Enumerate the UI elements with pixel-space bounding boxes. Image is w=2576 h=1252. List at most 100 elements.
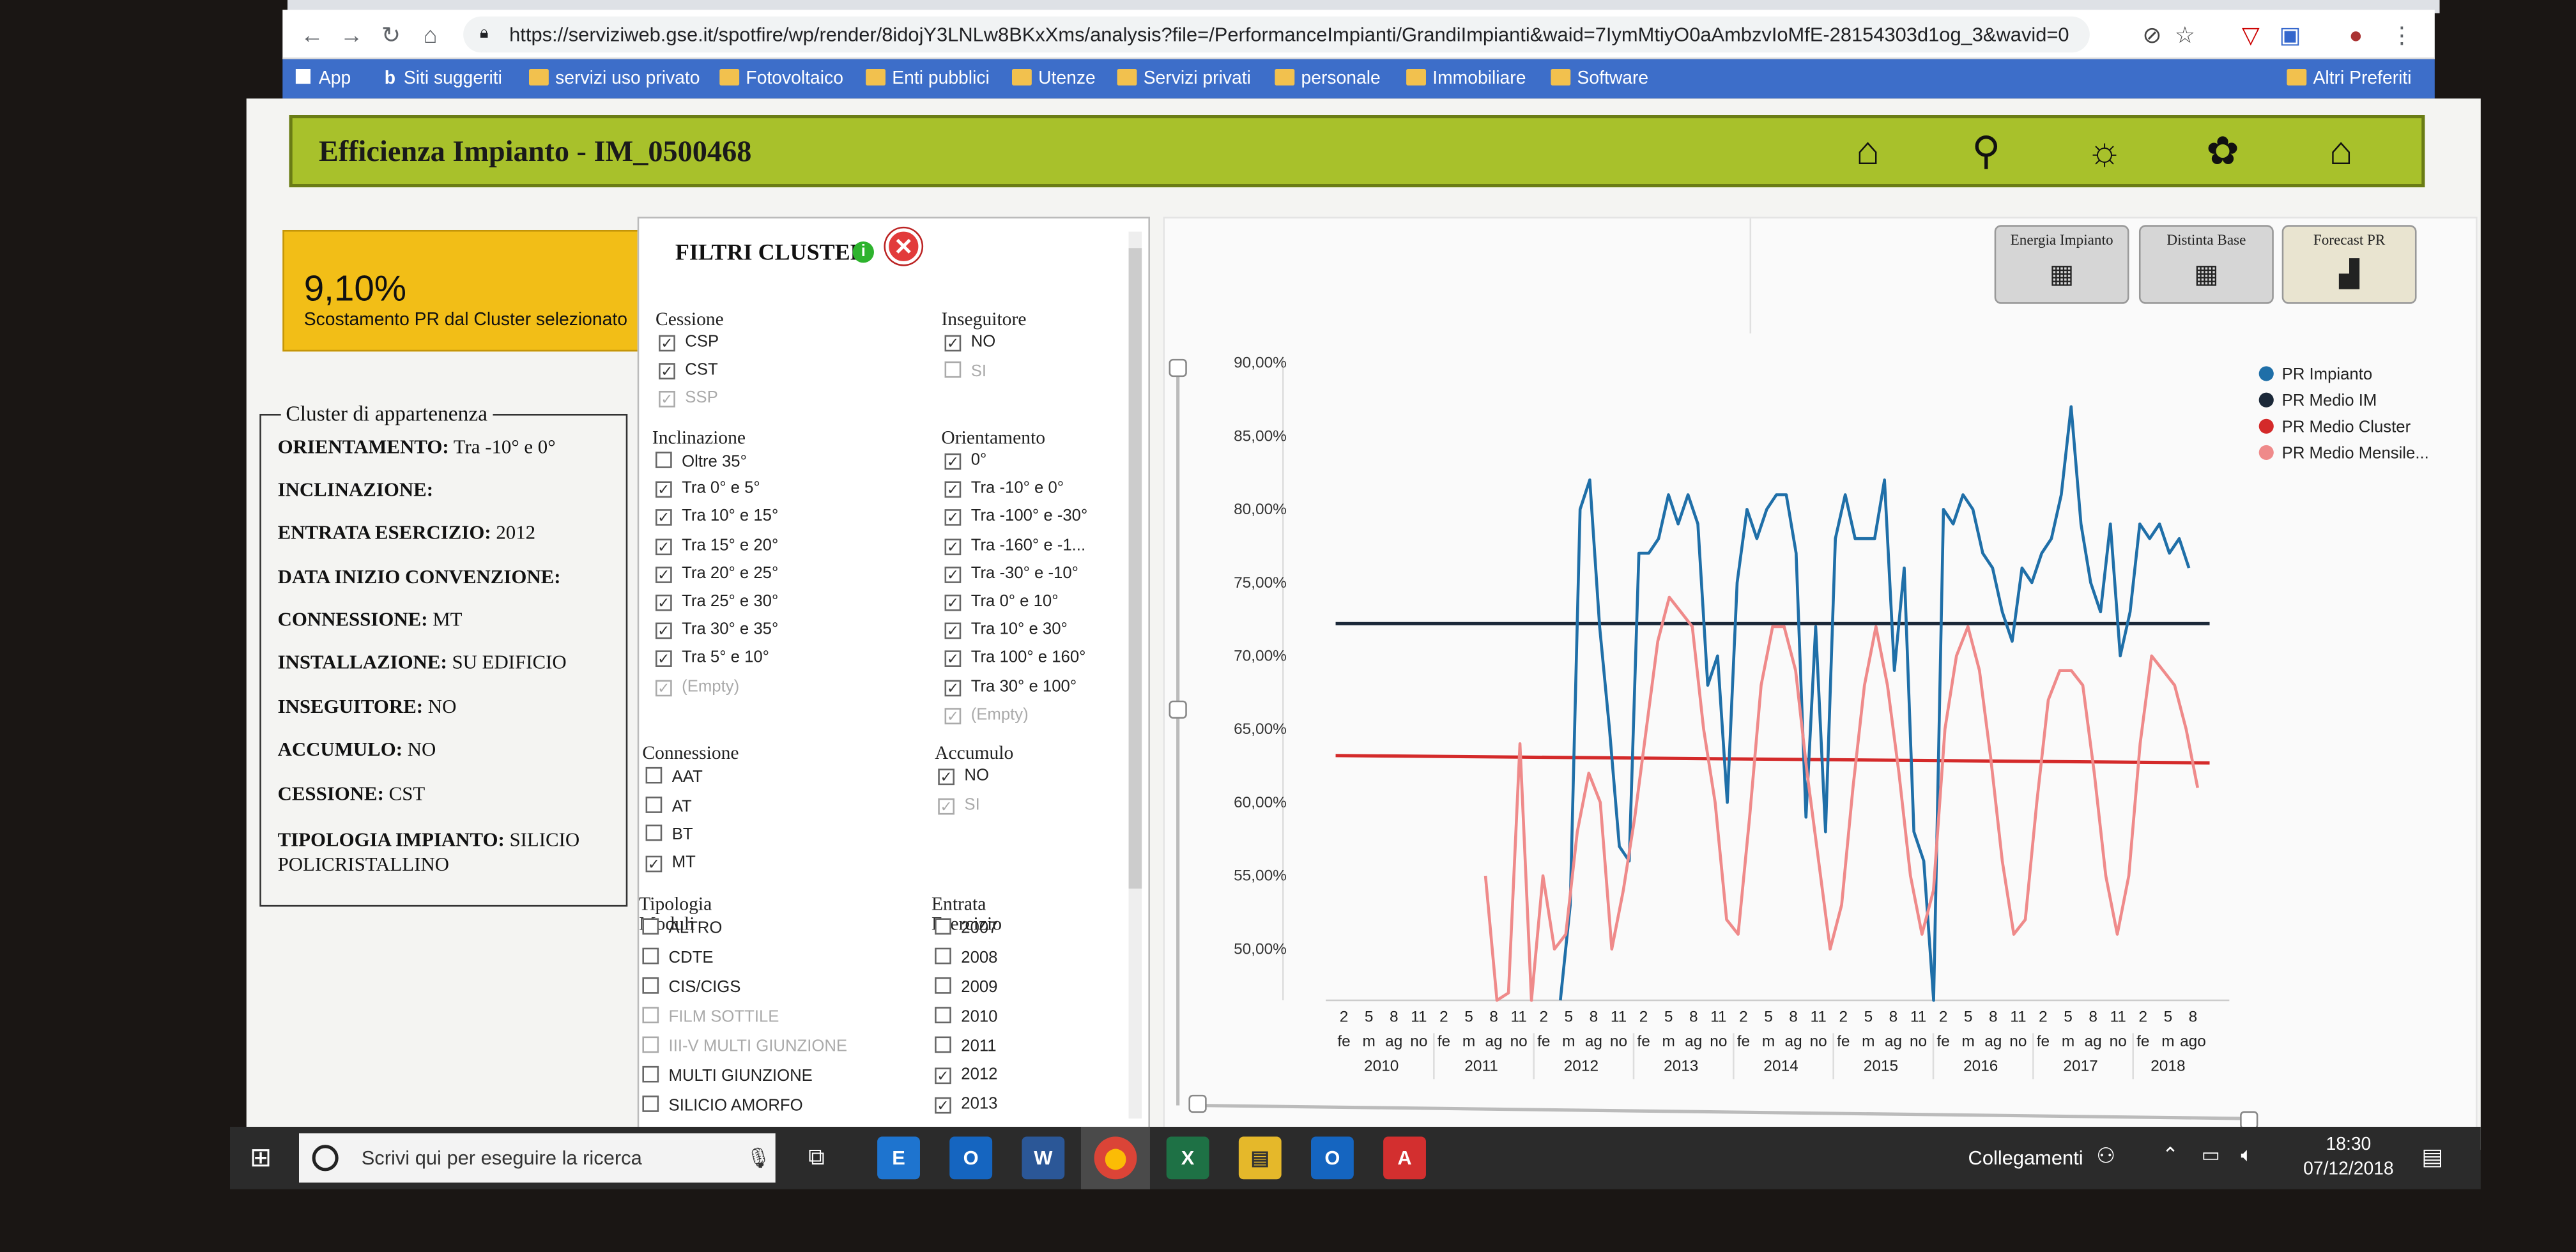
checked-icon[interactable]: ✓ <box>659 390 675 408</box>
people-icon[interactable]: ⚇ <box>2096 1143 2116 1168</box>
tray-collegamenti[interactable]: Collegamenti <box>1968 1146 2083 1170</box>
checked-icon[interactable]: ✓ <box>944 651 962 668</box>
filter-checkbox-accumulo[interactable]: ✓ NO <box>938 767 989 786</box>
filter-checkbox-inclinazione[interactable]: ✓ Tra 25° e 30° <box>655 593 778 611</box>
checked-icon[interactable]: ✓ <box>655 538 672 555</box>
filter-checkbox-orientamento[interactable]: ✓ Tra -30° e -10° <box>944 565 1078 583</box>
bookmark-personale[interactable]: personale <box>1275 66 1381 92</box>
forecast-pr-button[interactable]: Forecast PR ▟ <box>2281 225 2417 304</box>
info-icon[interactable]: i <box>852 241 874 263</box>
unchecked-icon[interactable] <box>642 947 659 965</box>
unchecked-icon[interactable] <box>642 1065 659 1083</box>
checked-icon[interactable]: ✓ <box>655 679 672 696</box>
filter-checkbox-orientamento[interactable]: ✓ Tra -10° e 0° <box>944 480 1064 498</box>
filter-checkbox-inclinazione[interactable]: ✓ (Empty) <box>655 678 739 696</box>
checked-icon[interactable]: ✓ <box>655 594 672 611</box>
filter-checkbox-cessione[interactable]: ✓ CSP <box>659 333 719 352</box>
checked-icon[interactable]: ✓ <box>645 855 663 872</box>
energia-impianto-button[interactable]: Energia Impianto ▦ <box>1994 225 2129 304</box>
checked-icon[interactable]: ✓ <box>938 797 954 814</box>
hand-building-icon[interactable]: ⌂ <box>2329 130 2353 174</box>
acrobat-app[interactable]: A <box>1383 1136 1426 1180</box>
filter-checkbox-inclinazione[interactable]: ✓ Tra 30° e 35° <box>655 621 778 639</box>
address-bar[interactable]: 🔒︎ https://serviziweb.gse.it/spotfire/wp… <box>463 16 2090 53</box>
legend-item-pr-impianto[interactable]: PR Impianto <box>2258 366 2372 385</box>
task-view-icon[interactable]: ⧉ <box>808 1143 825 1170</box>
checked-icon[interactable]: ✓ <box>935 1067 951 1085</box>
taskbar-clock[interactable]: 18:30 07/12/2018 <box>2303 1134 2394 1180</box>
filter-checkbox-entrata[interactable]: 2008 <box>935 947 997 968</box>
filter-checkbox-cessione[interactable]: ✓ CST <box>659 362 718 379</box>
battery-icon[interactable]: ▭ <box>2201 1143 2220 1166</box>
checked-icon[interactable]: ✓ <box>944 510 962 526</box>
checked-icon[interactable]: ✓ <box>935 1097 951 1114</box>
filter-checkbox-tipologia[interactable]: FILM SOTTILE <box>642 1007 779 1027</box>
filter-checkbox-entrata[interactable]: ✓ 2012 <box>935 1066 997 1085</box>
filter-checkbox-accumulo[interactable]: ✓ SI <box>938 796 980 814</box>
excel-app[interactable]: X <box>1166 1136 1209 1180</box>
filter-checkbox-orientamento[interactable]: ✓ Tra 100° e 160° <box>944 650 1085 668</box>
star-icon[interactable]: ☆ <box>2174 21 2196 48</box>
checked-icon[interactable]: ✓ <box>944 594 962 611</box>
outlook-mail-app[interactable]: O <box>1310 1136 1354 1180</box>
unchecked-icon[interactable] <box>642 1036 659 1053</box>
checked-icon[interactable]: ✓ <box>655 566 672 583</box>
filter-checkbox-connessione[interactable]: ✓ MT <box>645 853 696 872</box>
block-icon[interactable]: ⊘ <box>2142 21 2162 48</box>
volume-icon[interactable]: 🔈︎ <box>2241 1143 2253 1166</box>
shield-extension-icon[interactable]: ▽ <box>2241 21 2260 48</box>
filter-checkbox-inclinazione[interactable]: ✓ Tra 20° e 25° <box>655 565 778 583</box>
unchecked-icon[interactable] <box>642 1007 659 1023</box>
filter-checkbox-inclinazione[interactable]: ✓ Tra 15° e 20° <box>655 537 778 555</box>
checked-icon[interactable]: ✓ <box>655 623 672 639</box>
checked-icon[interactable]: ✓ <box>944 538 962 555</box>
filter-checkbox-connessione[interactable]: AT <box>645 795 692 816</box>
unchecked-icon[interactable] <box>935 1036 951 1053</box>
unchecked-icon[interactable] <box>935 918 951 935</box>
checked-icon[interactable]: ✓ <box>944 453 962 470</box>
legend-item-pr-medio-cluster[interactable]: PR Medio Cluster <box>2258 418 2411 437</box>
bookmark-siti-suggeriti[interactable]: b Siti suggeriti <box>384 68 502 89</box>
filter-checkbox-inclinazione[interactable]: ✓ Tra 10° e 15° <box>655 508 778 526</box>
unchecked-icon[interactable] <box>642 977 659 994</box>
checked-icon[interactable]: ✓ <box>655 510 672 526</box>
filter-checkbox-tipologia[interactable]: CIS/CIGS <box>642 977 740 997</box>
bookmark-utenze[interactable]: Utenze <box>1011 66 1096 92</box>
close-icon[interactable]: ✕ <box>885 228 922 264</box>
windows-start-icon[interactable]: ⊞ <box>249 1145 272 1173</box>
lightbulb-hand-icon[interactable]: ✿ <box>2206 130 2239 174</box>
file-explorer-app[interactable]: ▤ <box>1238 1136 1282 1180</box>
filter-checkbox-orientamento[interactable]: ✓ Tra 30° e 100° <box>944 678 1077 696</box>
checked-icon[interactable]: ✓ <box>938 768 954 786</box>
checked-icon[interactable]: ✓ <box>944 335 962 352</box>
scroll-thumb[interactable] <box>1128 248 1142 889</box>
avatar[interactable]: ● <box>2349 21 2363 48</box>
distinta-base-button[interactable]: Distinta Base ▦ <box>2138 225 2274 304</box>
outlook-app[interactable]: O <box>949 1136 993 1180</box>
bookmark-fotovoltaico[interactable]: Fotovoltaico <box>719 66 843 92</box>
filter-checkbox-orientamento[interactable]: ✓ 0° <box>944 452 986 470</box>
filter-checkbox-inseguitore[interactable]: SI <box>944 361 986 381</box>
home-icon[interactable]: ⌂ <box>1856 130 1880 174</box>
microphone-icon[interactable]: 🎙︎ <box>746 1146 771 1170</box>
filter-checkbox-orientamento[interactable]: ✓ Tra -160° e -1... <box>944 537 1085 555</box>
filter-checkbox-inclinazione[interactable]: ✓ Tra 0° e 5° <box>655 480 760 498</box>
filter-checkbox-cessione[interactable]: ✓ SSP <box>659 389 718 408</box>
filter-checkbox-tipologia[interactable]: MULTI GIUNZIONE <box>642 1065 813 1086</box>
extension-icon[interactable]: ▣ <box>2279 21 2301 48</box>
checked-icon[interactable]: ✓ <box>944 481 962 498</box>
filter-checkbox-inseguitore[interactable]: ✓ NO <box>944 333 995 352</box>
chevron-up-icon[interactable]: ⌃ <box>2161 1143 2179 1166</box>
filter-checkbox-tipologia[interactable]: ALTRO <box>642 918 722 938</box>
filter-checkbox-connessione[interactable]: AAT <box>645 767 703 787</box>
bookmark-apps[interactable]: App <box>295 66 351 92</box>
taskbar-search[interactable]: Scrivi qui per eseguire la ricerca 🎙︎ <box>298 1133 776 1183</box>
bookmark-servizi-uso-privato[interactable]: servizi uso privato <box>528 66 700 92</box>
unchecked-icon[interactable] <box>645 795 663 813</box>
filter-checkbox-tipologia[interactable]: CDTE <box>642 947 714 968</box>
checked-icon[interactable]: ✓ <box>944 566 962 583</box>
filter-checkbox-tipologia[interactable]: III-V MULTI GIUNZIONE <box>642 1036 847 1056</box>
filter-checkbox-orientamento[interactable]: ✓ Tra 10° e 30° <box>944 621 1068 639</box>
word-app[interactable]: W <box>1022 1136 1065 1180</box>
checked-icon[interactable]: ✓ <box>944 679 962 696</box>
